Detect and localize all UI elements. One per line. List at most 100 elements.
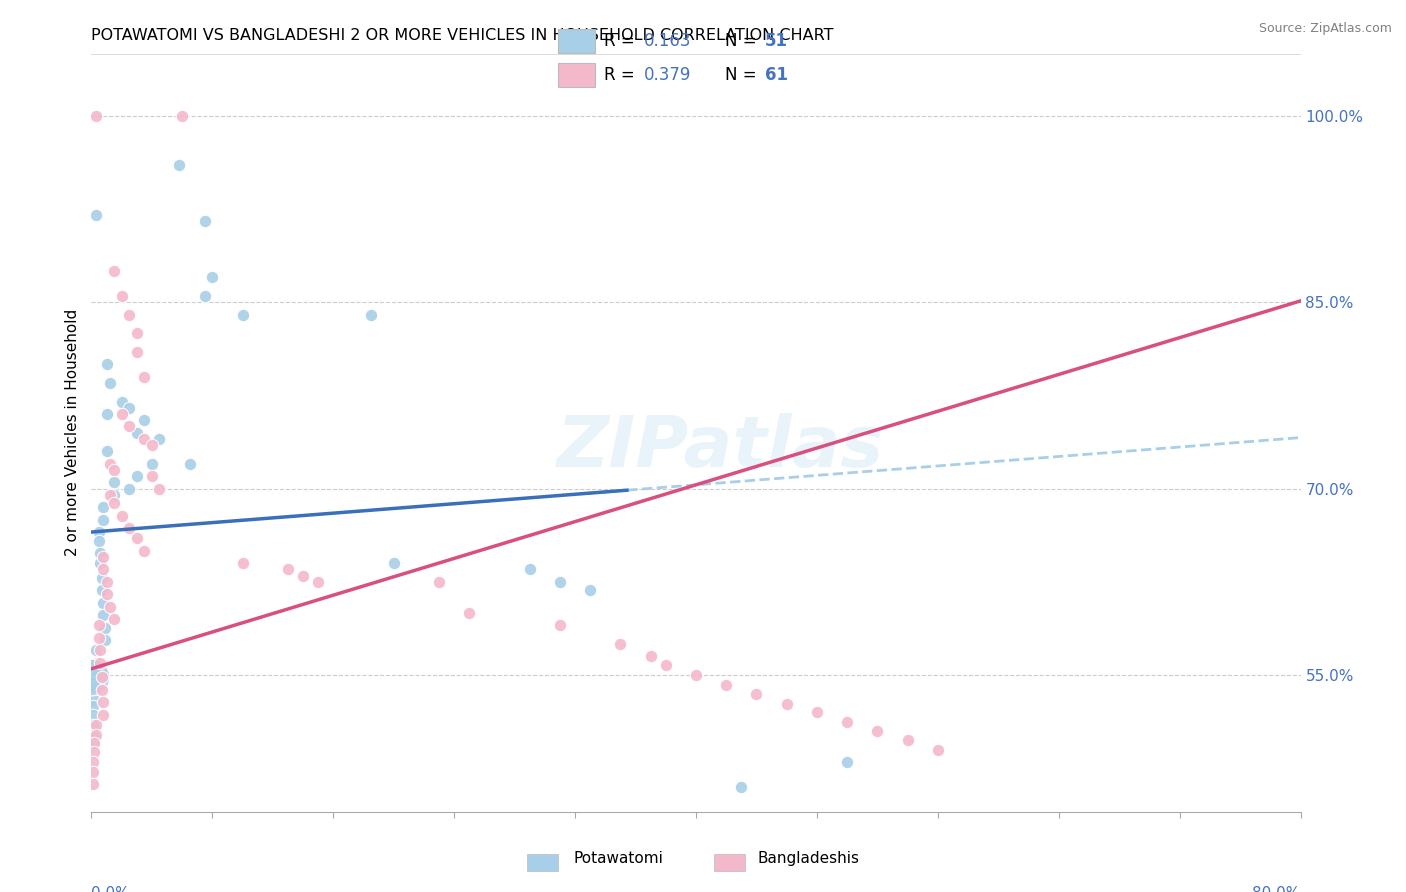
Point bbox=[148, 432, 170, 446]
Point bbox=[94, 621, 117, 635]
Point bbox=[111, 407, 132, 421]
Point bbox=[83, 681, 105, 695]
Point bbox=[776, 697, 799, 711]
Point bbox=[82, 764, 104, 779]
Point bbox=[83, 745, 105, 759]
Point bbox=[83, 693, 105, 707]
Point bbox=[730, 780, 752, 794]
Point bbox=[93, 608, 115, 623]
Point bbox=[87, 524, 110, 539]
Point bbox=[84, 208, 107, 222]
Point bbox=[835, 755, 858, 769]
Text: 0.163: 0.163 bbox=[644, 32, 692, 50]
Point bbox=[141, 469, 163, 483]
Point bbox=[118, 401, 141, 415]
Point bbox=[98, 599, 121, 614]
Point bbox=[125, 326, 148, 341]
Point bbox=[83, 736, 105, 750]
Point bbox=[96, 587, 118, 601]
Point bbox=[806, 706, 828, 720]
Point bbox=[134, 432, 156, 446]
Point bbox=[118, 419, 141, 434]
Point bbox=[84, 643, 107, 657]
Point bbox=[98, 488, 121, 502]
Text: 80.0%: 80.0% bbox=[1253, 887, 1301, 892]
Point bbox=[89, 556, 111, 570]
Point bbox=[87, 618, 110, 632]
Point bbox=[111, 508, 132, 523]
Point bbox=[125, 469, 148, 483]
Point bbox=[148, 482, 170, 496]
Y-axis label: 2 or more Vehicles in Household: 2 or more Vehicles in Household bbox=[65, 309, 80, 557]
Point bbox=[307, 574, 329, 589]
Point bbox=[927, 742, 949, 756]
Text: ZIPatlas: ZIPatlas bbox=[557, 413, 884, 483]
Point bbox=[91, 583, 114, 598]
Point bbox=[111, 394, 132, 409]
Point bbox=[231, 308, 253, 322]
Point bbox=[292, 568, 315, 582]
Point bbox=[86, 656, 108, 670]
Point bbox=[201, 270, 224, 285]
Point bbox=[94, 633, 117, 648]
Point bbox=[93, 562, 115, 576]
Point bbox=[125, 344, 148, 359]
Point bbox=[103, 463, 125, 477]
Point bbox=[93, 500, 115, 515]
Text: R =: R = bbox=[605, 32, 640, 50]
Point bbox=[96, 407, 118, 421]
Point bbox=[103, 488, 125, 502]
Point bbox=[194, 289, 217, 303]
Point bbox=[98, 376, 121, 390]
Text: POTAWATOMI VS BANGLADESHI 2 OR MORE VEHICLES IN HOUSEHOLD CORRELATION CHART: POTAWATOMI VS BANGLADESHI 2 OR MORE VEHI… bbox=[91, 28, 834, 43]
Point bbox=[87, 631, 110, 645]
Point bbox=[277, 562, 299, 576]
Point bbox=[579, 583, 602, 598]
Point bbox=[93, 513, 115, 527]
Point bbox=[93, 695, 115, 709]
Point bbox=[134, 369, 156, 384]
Point bbox=[519, 562, 541, 576]
Point bbox=[167, 158, 190, 172]
Text: R =: R = bbox=[605, 66, 640, 84]
Point bbox=[685, 668, 707, 682]
Point bbox=[360, 308, 382, 322]
Bar bbox=[558, 29, 595, 53]
Text: Bangladeshis: Bangladeshis bbox=[758, 851, 859, 865]
Point bbox=[84, 728, 107, 742]
Point bbox=[93, 596, 115, 610]
Point bbox=[84, 109, 107, 123]
Point bbox=[382, 556, 405, 570]
Point bbox=[103, 475, 125, 490]
Text: 51: 51 bbox=[765, 32, 787, 50]
Point bbox=[897, 732, 920, 747]
Point bbox=[86, 668, 108, 682]
Point bbox=[89, 656, 111, 670]
Point bbox=[125, 425, 148, 440]
Point bbox=[835, 715, 858, 730]
Point bbox=[231, 556, 253, 570]
Text: 61: 61 bbox=[765, 66, 787, 84]
Point bbox=[427, 574, 450, 589]
Point bbox=[96, 444, 118, 458]
Point bbox=[93, 549, 115, 564]
Point bbox=[118, 482, 141, 496]
Point bbox=[82, 717, 104, 731]
Point bbox=[80, 671, 103, 685]
Point bbox=[82, 728, 104, 742]
Point bbox=[866, 723, 889, 738]
Point bbox=[89, 643, 111, 657]
Point bbox=[745, 687, 768, 701]
Point bbox=[179, 457, 201, 471]
Point bbox=[96, 357, 118, 371]
Point bbox=[93, 707, 115, 722]
Point bbox=[91, 671, 114, 685]
Point bbox=[141, 457, 163, 471]
Point bbox=[82, 707, 104, 722]
Point bbox=[134, 543, 156, 558]
Point bbox=[609, 637, 631, 651]
Point bbox=[87, 533, 110, 548]
Point bbox=[654, 658, 676, 673]
Point bbox=[91, 682, 114, 697]
Text: Potawatomi: Potawatomi bbox=[574, 851, 664, 865]
